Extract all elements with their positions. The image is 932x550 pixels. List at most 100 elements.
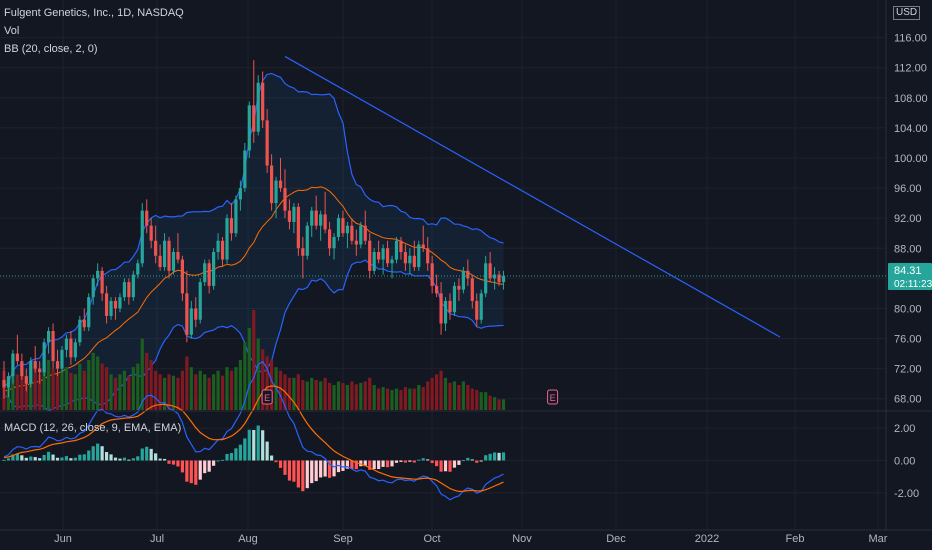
macd-histogram-bar — [91, 446, 95, 461]
volume-bar — [194, 374, 198, 410]
macd-histogram-bar — [29, 456, 33, 461]
macd-tick-label: 0.00 — [894, 455, 915, 467]
volume-bar — [261, 349, 265, 410]
candle-body — [100, 270, 104, 294]
price-tick-label: 100.00 — [894, 153, 928, 165]
candle-body — [113, 300, 118, 309]
candle-body — [24, 376, 28, 384]
candle-body — [274, 180, 278, 204]
macd-histogram-bar — [394, 460, 399, 463]
volume-bar — [314, 380, 318, 410]
macd-histogram-bar — [417, 459, 421, 461]
volume-bar — [198, 370, 202, 410]
macd-histogram-bar — [359, 460, 363, 467]
price-tick-label: 80.00 — [894, 303, 922, 315]
volume-bar — [270, 360, 274, 410]
volume-bar — [69, 372, 73, 410]
macd-histogram-bar — [78, 454, 82, 461]
candle-body — [87, 297, 91, 328]
candle-body — [78, 319, 82, 343]
candle-body — [136, 263, 140, 275]
last-price-countdown: 02:11:23 — [894, 279, 932, 290]
candle-body — [15, 353, 19, 362]
volume-bar — [51, 368, 55, 410]
macd-histogram-bar — [372, 460, 376, 470]
volume-bar — [484, 392, 488, 410]
time-tick-label: Feb — [786, 533, 805, 545]
candle-body — [439, 293, 443, 324]
trendline[interactable] — [284, 55, 781, 338]
macd-histogram-bar — [345, 460, 350, 469]
volume-bar — [319, 381, 323, 410]
macd-histogram-bar — [475, 460, 479, 463]
volume-bar — [385, 388, 390, 410]
macd-legend[interactable]: MACD (12, 26, close, 9, EMA, EMA) — [4, 422, 181, 434]
candles[interactable] — [2, 60, 506, 399]
candle-body — [265, 120, 269, 166]
volume-bar — [412, 388, 416, 410]
candle-body — [435, 285, 439, 294]
candle-body — [278, 180, 283, 189]
symbol-title-text: Fulgent Genetics, Inc., 1D, NASDAQ — [4, 7, 184, 19]
macd-histogram-bar — [385, 460, 390, 468]
candle-body — [390, 259, 394, 264]
volume-bar — [229, 370, 234, 410]
last-price-badge — [888, 263, 932, 291]
macd-histogram-bar — [270, 455, 274, 461]
volume-bar — [47, 360, 51, 410]
macd-histogram-bar — [33, 457, 37, 461]
currency-button[interactable]: USD — [893, 6, 921, 20]
macd-histogram-bar — [234, 448, 238, 461]
symbol-title[interactable]: Fulgent Genetics, Inc., 1D, NASDAQ — [4, 7, 184, 19]
candle-body — [96, 270, 100, 279]
volume-bar — [417, 385, 421, 410]
macd-histogram-bar — [354, 460, 358, 470]
macd-histogram-bar — [341, 460, 345, 471]
bb-legend[interactable]: BB (20, close, 2, 0) — [4, 43, 98, 55]
macd-tick-label: 2.00 — [894, 423, 915, 435]
candle-body — [252, 105, 256, 132]
candle-body — [171, 252, 176, 271]
volume-bar — [421, 387, 425, 410]
volume-bar — [287, 377, 292, 410]
candle-body — [229, 218, 234, 234]
volume-bar — [113, 377, 118, 410]
price-tick-label: 92.00 — [894, 213, 922, 225]
candle-body — [104, 293, 109, 316]
volume-bar — [29, 370, 33, 410]
volume-bar — [368, 377, 372, 410]
macd-histogram-bar — [323, 460, 327, 477]
candle-body — [385, 248, 390, 264]
volume-bar — [154, 370, 158, 410]
macd-histogram-bar — [403, 460, 407, 463]
candle-body — [176, 252, 180, 260]
volume-bar — [394, 388, 399, 410]
candle-body — [403, 252, 407, 264]
macd-histogram-bar — [171, 460, 176, 465]
vol-legend[interactable]: Vol — [4, 25, 19, 37]
volume-bar — [327, 382, 332, 410]
volume-bar — [118, 374, 122, 410]
volume-bar — [470, 388, 474, 410]
volume-bar — [149, 360, 153, 410]
candle-body — [305, 225, 309, 256]
macd-histogram-bar — [162, 458, 167, 461]
candle-body — [327, 229, 332, 249]
candle-body — [167, 240, 171, 271]
macd-histogram-bar — [261, 430, 265, 461]
candle-body — [448, 300, 452, 313]
candle-body — [47, 331, 51, 343]
candle-body — [6, 376, 11, 388]
bb-legend-text: BB (20, close, 2, 0) — [4, 43, 98, 55]
candle-body — [29, 361, 33, 384]
signal-line — [3, 385, 504, 493]
candle-body — [185, 293, 189, 335]
volume-bar — [354, 384, 358, 410]
time-tick-label: Sep — [333, 533, 353, 545]
candle-body — [118, 297, 122, 309]
macd-histogram-bar — [73, 457, 77, 461]
volume-bar — [247, 327, 251, 410]
candle-body — [310, 210, 314, 226]
